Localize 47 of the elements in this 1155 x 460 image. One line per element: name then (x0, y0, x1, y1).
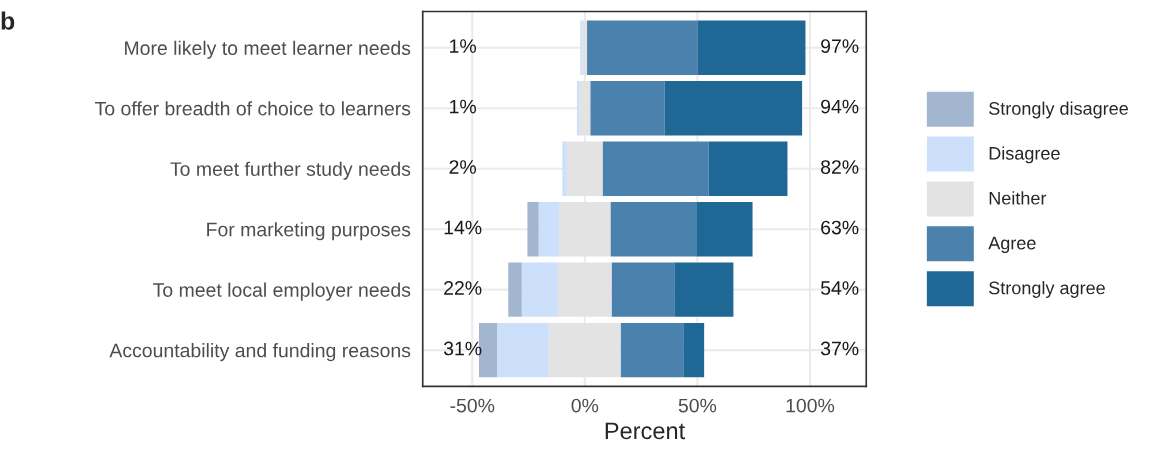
bar (521, 262, 558, 317)
annotation: 31% (443, 341, 482, 356)
annotation: 14% (444, 220, 482, 235)
x-tick-label: 50% (678, 398, 717, 413)
bar (611, 262, 675, 317)
annotation: 37% (820, 341, 859, 356)
x-tick-label: 0% (571, 398, 599, 413)
annotation: 1% (450, 99, 477, 114)
annotation: 82% (821, 160, 859, 174)
bar (562, 141, 567, 196)
legend-label: Strongly disagree (989, 101, 1128, 119)
annotation: 97% (821, 39, 859, 53)
bar (696, 201, 753, 257)
bar (538, 201, 559, 257)
annotation: 54% (820, 281, 859, 295)
annotation: 94% (821, 99, 859, 114)
legend-label: Neither (989, 191, 1047, 205)
bar (708, 141, 788, 196)
bar (590, 81, 665, 136)
annotation: 63% (821, 220, 859, 235)
bar (620, 322, 684, 378)
bar (508, 262, 522, 317)
y-tick-label: Accountability and funding reasons (109, 343, 411, 362)
bar (602, 141, 709, 196)
y-tick-label: For marketing purposes (207, 222, 411, 241)
bar (697, 20, 806, 75)
legend-label: Agree (988, 236, 1036, 254)
legend-label: Strongly agree (989, 281, 1105, 298)
y-tick-label: More likely to meet learner needs (125, 40, 411, 59)
bar (683, 322, 705, 378)
x-tick-label: 100% (786, 398, 835, 413)
y-tick-label: To meet local employer needs (153, 282, 411, 301)
text: b (1, 11, 15, 30)
bar (664, 81, 803, 136)
x-axis-title: Percent (605, 422, 685, 440)
bar (587, 20, 698, 75)
bar (610, 201, 697, 257)
annotation: 2% (449, 160, 477, 174)
bar (527, 201, 539, 257)
y-tick-label: To meet further study needs (170, 161, 411, 180)
y-tick-label: To offer breadth of choice to learners (95, 101, 411, 116)
bar (674, 262, 734, 317)
x-tick-label: -50% (450, 398, 495, 413)
annotation: 22% (444, 281, 482, 295)
bar (497, 322, 549, 378)
annotation: 1% (450, 39, 477, 53)
legend-label: Disagree (989, 146, 1060, 164)
